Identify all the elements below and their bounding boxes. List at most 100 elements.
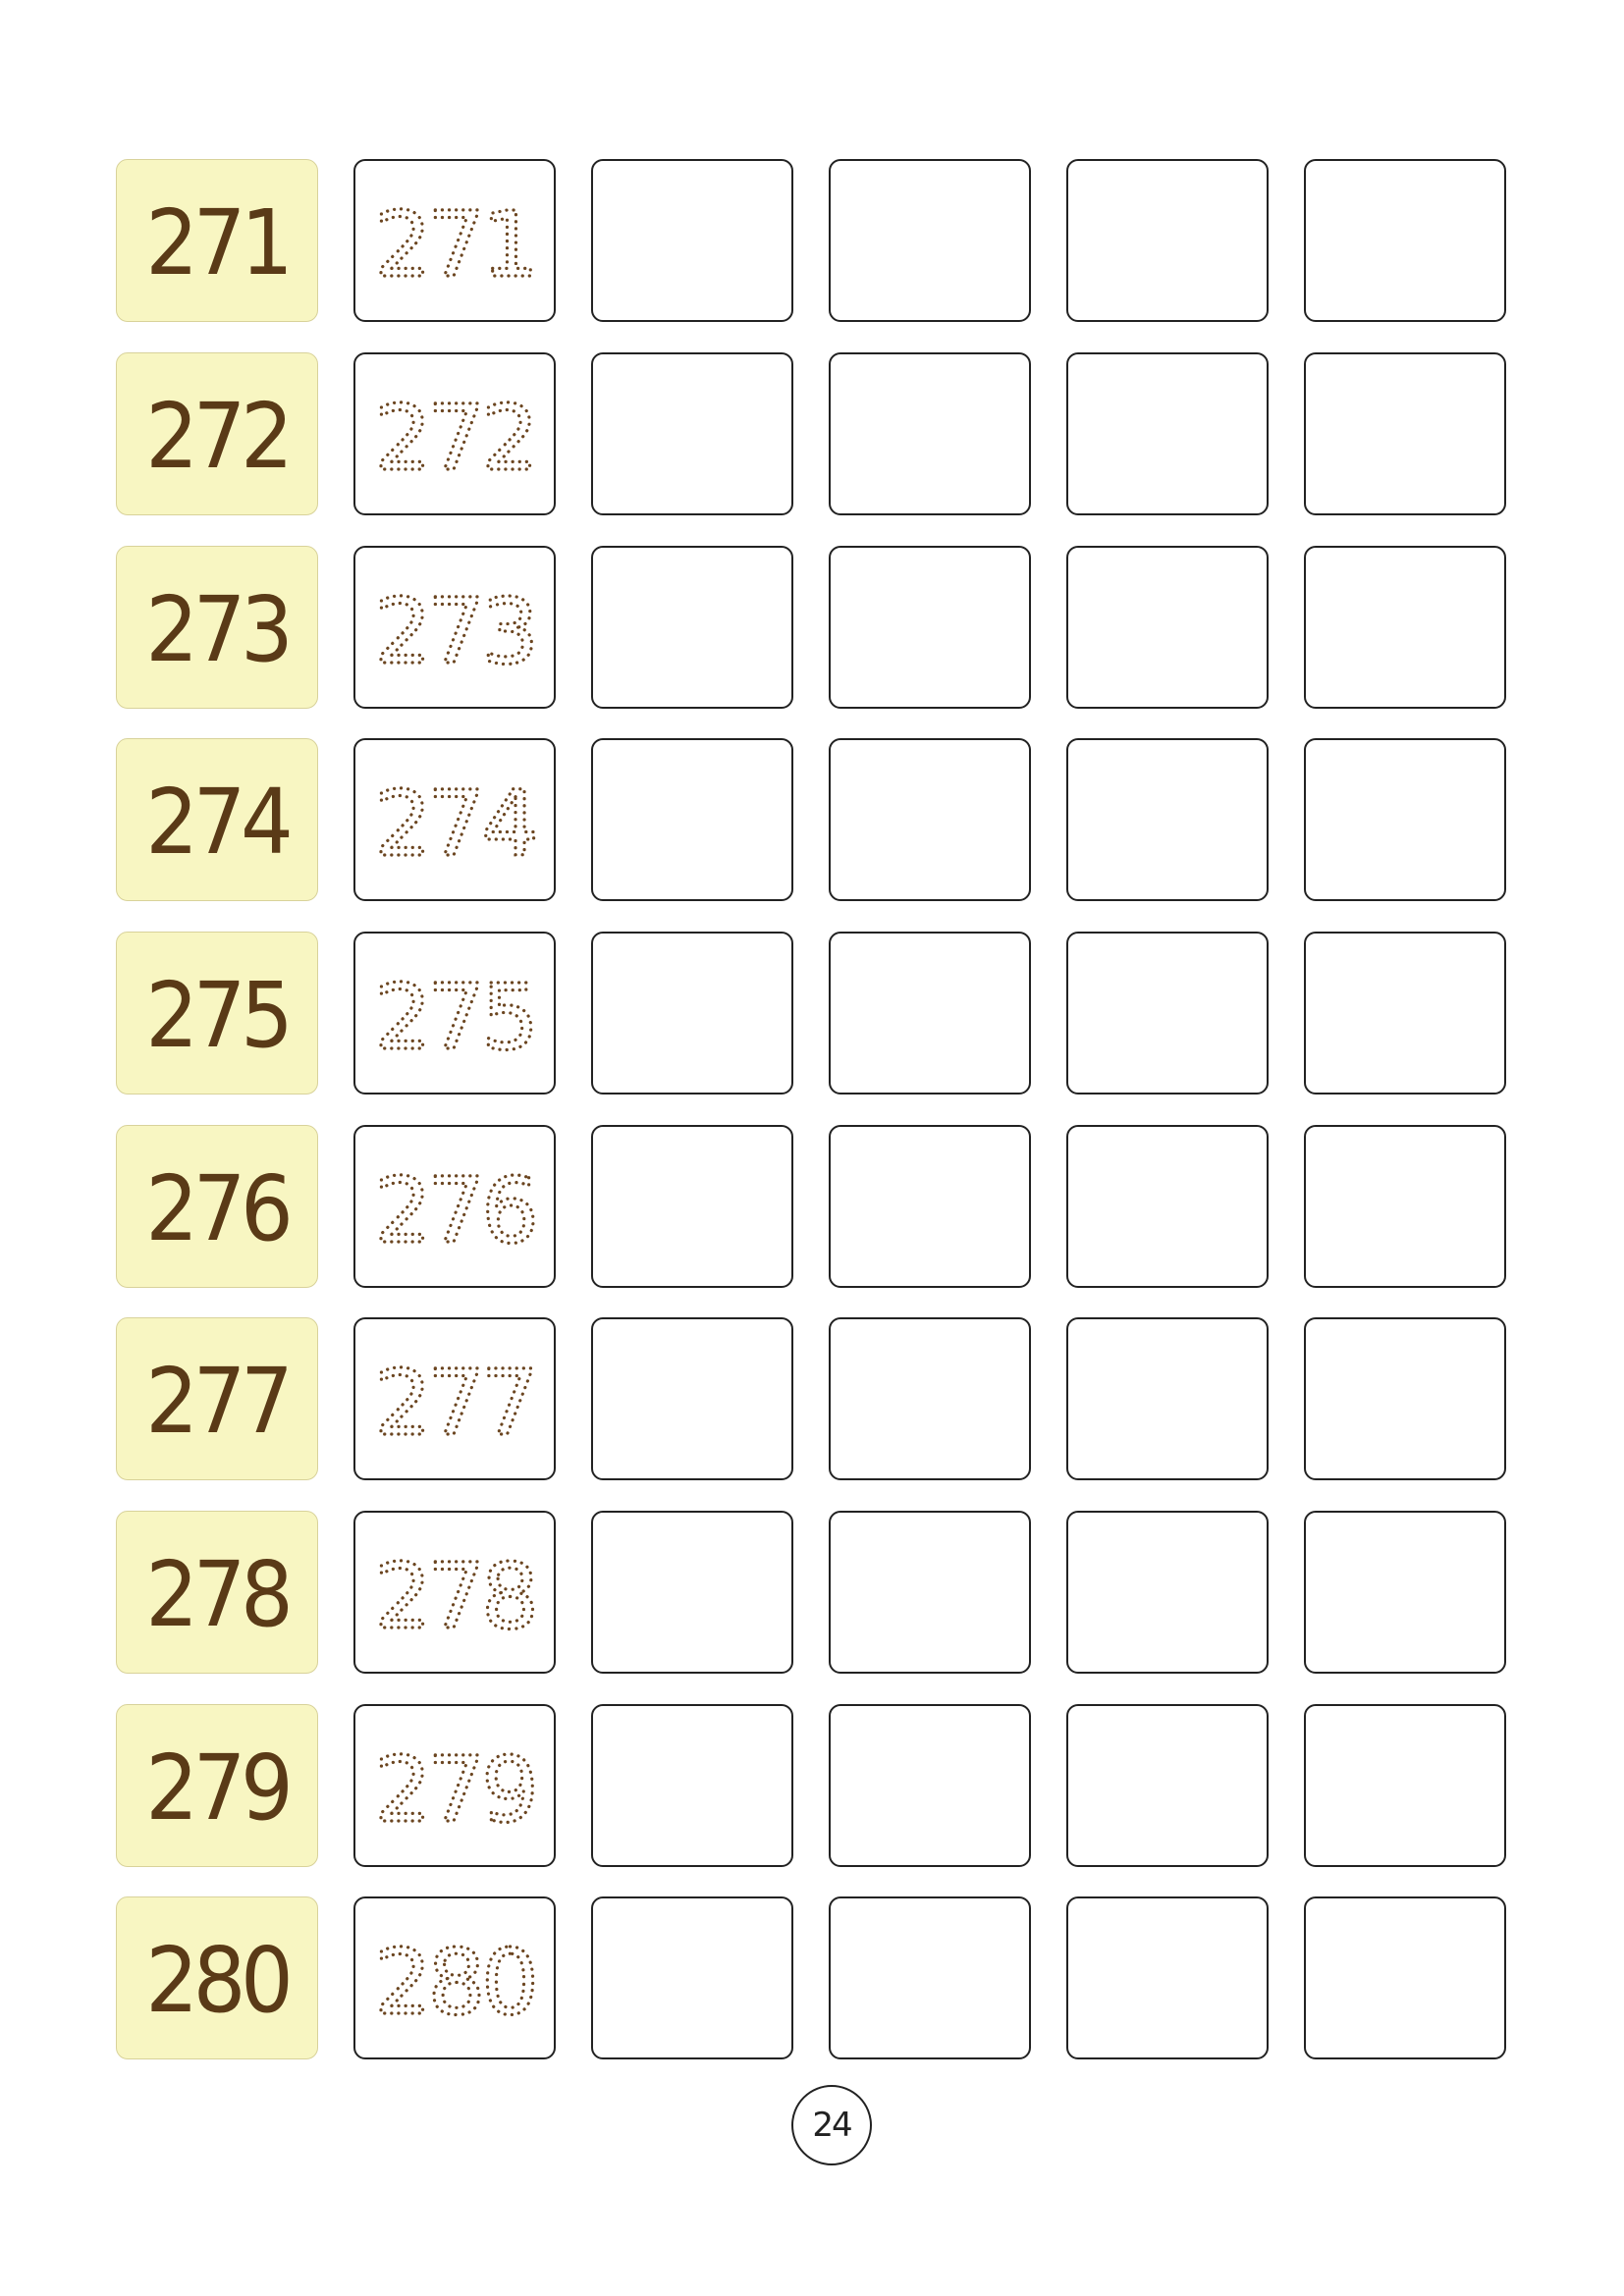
writing-box[interactable] [829, 1317, 1031, 1480]
trace-box[interactable]: 275 [353, 932, 556, 1095]
writing-box[interactable] [829, 1896, 1031, 2059]
number-label: 279 [145, 1735, 294, 1841]
worksheet-row: 276 276 [116, 1125, 1510, 1288]
writing-box[interactable] [591, 1125, 793, 1288]
writing-box[interactable] [1304, 1704, 1506, 1867]
number-label: 274 [145, 770, 294, 875]
trace-box[interactable]: 276 [353, 1125, 556, 1288]
svg-text:273: 273 [374, 579, 535, 684]
writing-box[interactable] [1304, 932, 1506, 1095]
svg-text:276: 276 [374, 1158, 535, 1263]
writing-box[interactable] [591, 352, 793, 515]
svg-text:272: 272 [374, 386, 535, 491]
number-box: 272 [116, 352, 318, 515]
writing-box[interactable] [829, 159, 1031, 322]
trace-box[interactable]: 280 [353, 1896, 556, 2059]
trace-box[interactable]: 274 [353, 738, 556, 901]
writing-box[interactable] [591, 1896, 793, 2059]
trace-box[interactable]: 278 [353, 1511, 556, 1674]
svg-text:279: 279 [374, 1737, 535, 1842]
svg-text:278: 278 [374, 1544, 535, 1649]
svg-text:280: 280 [374, 1930, 535, 2035]
dotted-number: 275 [373, 963, 541, 1071]
writing-box[interactable] [591, 1317, 793, 1480]
writing-box[interactable] [1304, 1511, 1506, 1674]
dotted-number: 274 [373, 770, 541, 878]
number-box: 277 [116, 1317, 318, 1480]
trace-box[interactable]: 273 [353, 546, 556, 709]
writing-box[interactable] [1304, 1125, 1506, 1288]
trace-box[interactable]: 277 [353, 1317, 556, 1480]
svg-text:275: 275 [374, 965, 535, 1070]
writing-box[interactable] [1304, 738, 1506, 901]
writing-box[interactable] [1066, 159, 1269, 322]
worksheet-row: 277 277 [116, 1317, 1510, 1480]
svg-text:274: 274 [374, 772, 535, 877]
worksheet-row: 272 272 [116, 352, 1510, 515]
worksheet-row: 274 274 [116, 738, 1510, 901]
writing-box[interactable] [1304, 352, 1506, 515]
dotted-number: 276 [373, 1156, 541, 1264]
writing-box[interactable] [829, 352, 1031, 515]
number-box: 274 [116, 738, 318, 901]
number-box: 280 [116, 1896, 318, 2059]
writing-box[interactable] [829, 1704, 1031, 1867]
writing-box[interactable] [829, 932, 1031, 1095]
writing-box[interactable] [1066, 1125, 1269, 1288]
number-box: 279 [116, 1704, 318, 1867]
svg-text:271: 271 [374, 192, 535, 297]
dotted-number: 273 [373, 577, 541, 685]
number-label: 275 [145, 963, 294, 1068]
writing-box[interactable] [591, 1511, 793, 1674]
trace-box[interactable]: 279 [353, 1704, 556, 1867]
worksheet-row: 279 279 [116, 1704, 1510, 1867]
svg-text:277: 277 [374, 1351, 535, 1456]
worksheet-row: 273 273 [116, 546, 1510, 709]
writing-box[interactable] [1304, 1896, 1506, 2059]
writing-box[interactable] [1304, 159, 1506, 322]
worksheet-row: 275 275 [116, 932, 1510, 1095]
writing-box[interactable] [1066, 1317, 1269, 1480]
dotted-number: 277 [373, 1349, 541, 1457]
writing-box[interactable] [1066, 1511, 1269, 1674]
number-label: 271 [145, 190, 294, 295]
dotted-number: 271 [373, 190, 541, 298]
writing-box[interactable] [829, 738, 1031, 901]
writing-box[interactable] [1066, 738, 1269, 901]
number-label: 278 [145, 1542, 294, 1647]
worksheet-row: 280 280 [116, 1896, 1510, 2059]
page-number: 24 [791, 2085, 872, 2165]
number-box: 276 [116, 1125, 318, 1288]
dotted-number: 280 [373, 1928, 541, 2036]
writing-box[interactable] [1066, 1704, 1269, 1867]
trace-box[interactable]: 272 [353, 352, 556, 515]
number-label: 276 [145, 1156, 294, 1261]
number-label: 280 [145, 1928, 294, 2033]
writing-box[interactable] [591, 546, 793, 709]
number-box: 271 [116, 159, 318, 322]
dotted-number: 272 [373, 384, 541, 492]
writing-box[interactable] [829, 546, 1031, 709]
writing-box[interactable] [591, 159, 793, 322]
dotted-number: 278 [373, 1542, 541, 1650]
number-box: 278 [116, 1511, 318, 1674]
dotted-number: 279 [373, 1735, 541, 1843]
writing-box[interactable] [1066, 932, 1269, 1095]
writing-box[interactable] [591, 738, 793, 901]
writing-box[interactable] [1066, 352, 1269, 515]
trace-box[interactable]: 271 [353, 159, 556, 322]
writing-box[interactable] [829, 1511, 1031, 1674]
writing-box[interactable] [1304, 546, 1506, 709]
writing-box[interactable] [1066, 1896, 1269, 2059]
number-label: 273 [145, 577, 294, 682]
writing-box[interactable] [591, 932, 793, 1095]
writing-box[interactable] [1066, 546, 1269, 709]
writing-box[interactable] [829, 1125, 1031, 1288]
number-box: 275 [116, 932, 318, 1095]
writing-box[interactable] [591, 1704, 793, 1867]
number-label: 272 [145, 384, 294, 489]
worksheet-row: 271 271 [116, 159, 1510, 322]
number-label: 277 [145, 1349, 294, 1454]
writing-box[interactable] [1304, 1317, 1506, 1480]
